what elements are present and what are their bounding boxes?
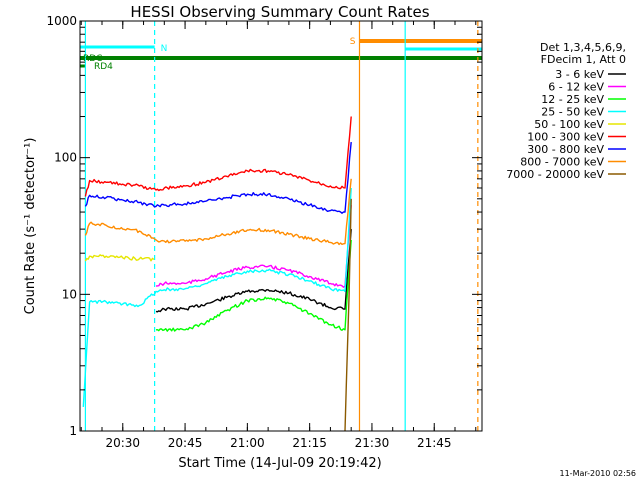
x-axis: 20:30 20:45 21:00 21:15 21:30 21:45 bbox=[80, 21, 477, 450]
legend-label-100-300-kev: 100 - 300 keV bbox=[527, 131, 604, 144]
y-tick-label-10: 10 bbox=[62, 287, 77, 301]
flag-label-s: S bbox=[350, 37, 356, 47]
series-line-12-25-kev bbox=[155, 239, 352, 332]
x-tick-label-20-30: 20:30 bbox=[105, 436, 140, 450]
series-line-800-7000-kev bbox=[84, 178, 352, 246]
x-tick-label-21-00: 21:00 bbox=[230, 436, 265, 450]
x-tick-label-20-45: 20:45 bbox=[168, 436, 203, 450]
legend-label-50-100-kev: 50 - 100 keV bbox=[534, 118, 604, 131]
legend-label-25-50-kev: 25 - 50 keV bbox=[541, 106, 604, 119]
x-axis-label: Start Time (14-Jul-09 20:19:42) bbox=[178, 456, 381, 471]
series-line-6-12-kev bbox=[155, 205, 352, 288]
legend-label-6-12-kev: 6 - 12 keV bbox=[548, 81, 604, 94]
series-line-100-300-kev bbox=[84, 116, 352, 197]
x-tick-label-21-45: 21:45 bbox=[417, 436, 452, 450]
legend-title-line-1: FDecim 1, Att 0 bbox=[541, 53, 626, 66]
legend-label-3-6-kev: 3 - 6 keV bbox=[555, 68, 604, 81]
legend-label-300-800-kev: 300 - 800 keV bbox=[527, 143, 604, 156]
flag-label-rdc: RDC bbox=[83, 54, 102, 64]
legend-label-12-25-kev: 12 - 25 keV bbox=[541, 93, 604, 106]
legend: Det 1,3,4,5,6,9,FDecim 1, Att 0 3 - 6 keV… bbox=[506, 41, 626, 181]
legend-label-800-7000-kev: 800 - 7000 keV bbox=[520, 156, 604, 169]
series-line-3-6-kev bbox=[155, 229, 352, 313]
x-tick-label-21-15: 21:15 bbox=[292, 436, 327, 450]
y-axis: 1 10 100 1000 bbox=[46, 14, 482, 438]
series-layer bbox=[82, 116, 352, 431]
flag-label-rd4: RD4 bbox=[94, 62, 113, 72]
series-line-50-100-kev bbox=[84, 254, 155, 262]
series-line-300-800-kev bbox=[84, 142, 352, 214]
plot-frame bbox=[79, 20, 483, 432]
y-tick-label-1: 1 bbox=[69, 424, 77, 438]
legend-label-7000-20000-kev: 7000 - 20000 keV bbox=[506, 168, 604, 181]
flag-label-n: N bbox=[161, 44, 168, 54]
footer-timestamp: 11-Mar-2010 02:56 bbox=[560, 469, 637, 478]
series-line-7000-20000-kev bbox=[344, 198, 352, 431]
y-tick-label-100: 100 bbox=[54, 151, 77, 165]
observing-flags-layer bbox=[80, 39, 482, 68]
y-tick-label-1000: 1000 bbox=[46, 14, 77, 28]
series-line-25-50-kev bbox=[82, 187, 352, 407]
y-axis-label: Count Rate (s⁻¹ detector⁻¹) bbox=[23, 138, 38, 315]
x-tick-label-21-30: 21:30 bbox=[355, 436, 390, 450]
legend-title-line-0: Det 1,3,4,5,6,9, bbox=[540, 41, 626, 54]
chart-title: HESSI Observing Summary Count Rates bbox=[130, 3, 429, 21]
